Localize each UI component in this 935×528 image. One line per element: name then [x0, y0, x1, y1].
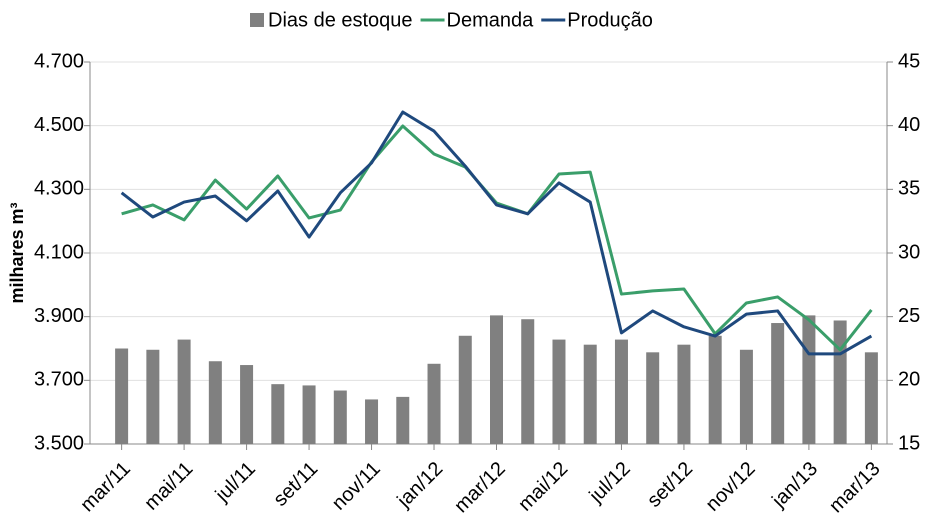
y2-tick-label: 20	[898, 369, 920, 391]
bar	[708, 335, 722, 444]
bar	[177, 339, 191, 444]
bar	[864, 352, 878, 444]
bar	[739, 349, 753, 444]
y2-tick-label: 40	[898, 114, 920, 136]
y2-tick-label: 30	[898, 241, 920, 263]
x-tick-label: nov/12	[702, 458, 760, 516]
x-tick-label: mar/13	[825, 458, 885, 518]
legend-label: Produção	[567, 9, 653, 31]
x-tick-label: jan/12	[392, 458, 447, 513]
bar	[365, 399, 379, 444]
bar	[490, 315, 503, 444]
y-axis-label: milhares m³	[7, 202, 27, 303]
bar	[208, 361, 222, 444]
bar	[614, 339, 628, 444]
x-tick-label: nov/11	[328, 458, 385, 515]
y-tick-label: 3.500	[34, 432, 84, 454]
bar	[271, 384, 285, 444]
bar	[771, 323, 785, 444]
legend-swatch	[250, 13, 264, 27]
y2-tick-label: 15	[898, 432, 920, 454]
legend-label: Dias de estoque	[268, 9, 413, 31]
bar	[458, 335, 472, 444]
bar	[521, 319, 535, 444]
bar	[677, 344, 691, 444]
x-tick-label: mar/11	[76, 458, 135, 517]
bar	[833, 320, 847, 444]
x-tick-label: jul/12	[585, 458, 635, 508]
x-tick-label: set/11	[269, 458, 322, 511]
bar	[802, 315, 816, 444]
line	[120, 110, 873, 356]
y-tick-label: 3.700	[34, 369, 84, 391]
y2-tick-label: 35	[898, 178, 920, 200]
bar	[302, 385, 316, 444]
bar	[240, 365, 254, 444]
y2-tick-label: 25	[898, 305, 920, 327]
x-tick-label: mai/11	[140, 458, 197, 515]
x-tick-label: mar/12	[450, 458, 510, 518]
bar	[646, 352, 660, 444]
bar	[333, 390, 347, 444]
bar	[583, 344, 597, 444]
x-tick-label: mai/12	[514, 458, 572, 516]
bar	[146, 349, 160, 444]
x-tick-label: jul/11	[211, 458, 260, 507]
x-tick-label: set/12	[643, 458, 697, 512]
x-tick-label: jan/13	[767, 458, 822, 513]
bar	[115, 348, 129, 444]
y-tick-label: 4.100	[34, 241, 84, 263]
legend-label: Demanda	[447, 9, 535, 31]
bar	[552, 339, 566, 444]
bar	[427, 363, 441, 444]
y-tick-label: 4.500	[34, 114, 84, 136]
y-tick-label: 4.300	[34, 178, 84, 200]
y-tick-label: 3.900	[34, 305, 84, 327]
y2-tick-label: 45	[898, 50, 920, 72]
y-tick-label: 4.700	[34, 50, 84, 72]
bar	[396, 396, 410, 444]
